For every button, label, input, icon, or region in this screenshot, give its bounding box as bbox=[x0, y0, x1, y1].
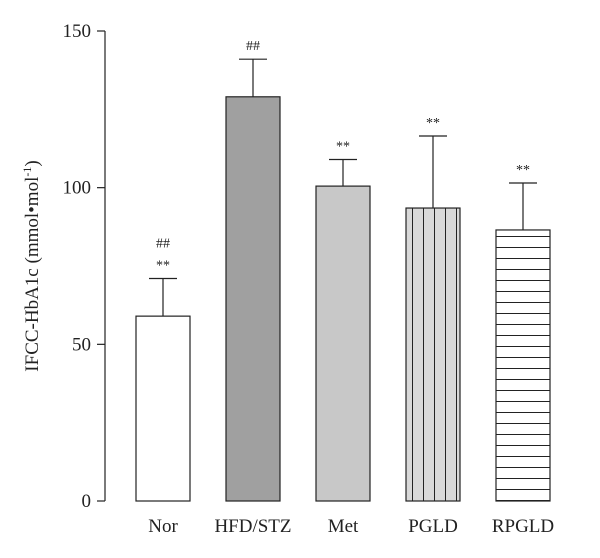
bars-group bbox=[135, 96, 551, 502]
y-axis-title-suffix: ) bbox=[22, 160, 43, 166]
bar-rpgld bbox=[495, 229, 551, 502]
error-bar-pgld bbox=[419, 135, 447, 209]
significance-marker-nor-0: ## bbox=[156, 237, 170, 252]
y-tick-label-50: 50 bbox=[72, 334, 91, 355]
error-bar-met bbox=[329, 158, 357, 187]
error-bar-nor bbox=[149, 277, 177, 317]
bar-hfd-stz bbox=[225, 96, 281, 502]
y-axis-title-main: IFCC-HbA1c (mmol•mol bbox=[22, 177, 43, 372]
significance-marker-nor-1: ** bbox=[156, 259, 170, 274]
bar-pgld bbox=[405, 207, 461, 502]
x-category-label-rpgld: RPGLD bbox=[492, 516, 554, 537]
y-tick-label-150: 150 bbox=[63, 21, 92, 42]
error-bars-group bbox=[149, 58, 537, 317]
y-axis: 0 50 100 150 bbox=[63, 21, 106, 512]
bar-met bbox=[315, 185, 371, 502]
significance-markers-group: ** ## ## ** ** ** bbox=[156, 39, 530, 273]
significance-marker-met-0: ** bbox=[336, 139, 350, 154]
y-axis-title: IFCC-HbA1c (mmol•mol-1) bbox=[20, 160, 43, 371]
bar-nor bbox=[135, 315, 191, 502]
x-category-label-nor: Nor bbox=[148, 516, 178, 537]
error-bar-hfd-stz bbox=[239, 58, 267, 97]
significance-marker-pgld-0: ** bbox=[426, 116, 440, 131]
significance-marker-hfd-stz-0: ## bbox=[246, 39, 260, 54]
x-category-label-met: Met bbox=[328, 516, 359, 537]
significance-marker-rpgld-0: ** bbox=[516, 163, 530, 178]
x-axis-labels: Nor HFD/STZ Met PGLD RPGLD bbox=[148, 516, 554, 537]
x-category-label-pgld: PGLD bbox=[408, 516, 458, 537]
error-bar-rpgld bbox=[509, 182, 537, 230]
y-tick-label-100: 100 bbox=[63, 178, 92, 199]
y-axis-title-superscript: -1 bbox=[20, 167, 34, 177]
y-tick-label-0: 0 bbox=[82, 491, 92, 512]
x-category-label-hfd-stz: HFD/STZ bbox=[214, 516, 291, 537]
